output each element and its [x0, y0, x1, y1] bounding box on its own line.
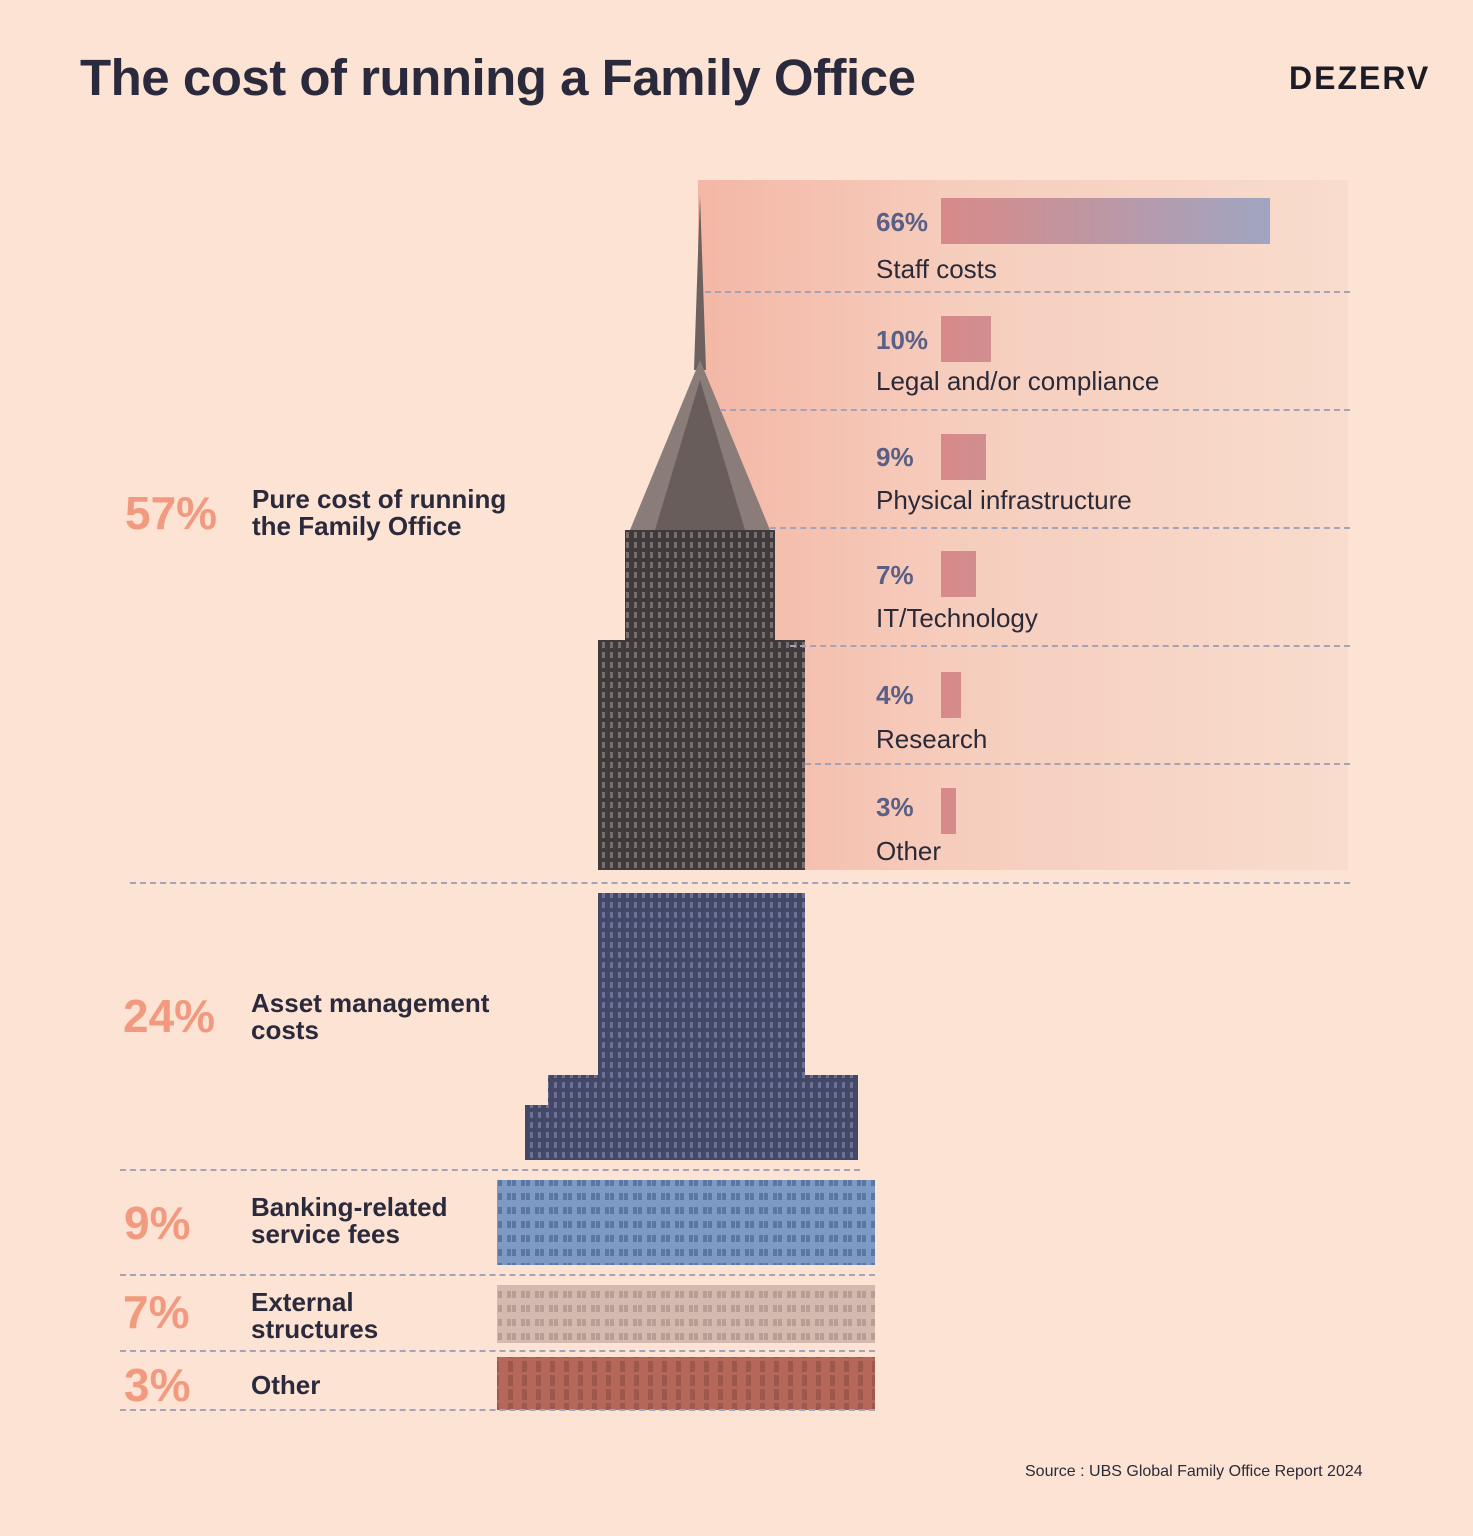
row-physical-infrastructure: 9% Physical infrastructure — [698, 416, 1350, 534]
main-value-label: 7% — [123, 1286, 190, 1338]
main-category-label: Asset management costs — [251, 990, 489, 1044]
label-line: costs — [251, 1015, 319, 1045]
divider — [720, 409, 1350, 411]
row-it-technology: 7% IT/Technology — [698, 534, 1350, 652]
label-line: structures — [251, 1314, 379, 1344]
label-line: the Family Office — [252, 511, 462, 541]
divider — [120, 1169, 860, 1171]
label-line: Other — [251, 1370, 321, 1400]
category-label: Legal and/or compliance — [876, 366, 1160, 396]
main-value-label: 9% — [124, 1197, 191, 1249]
spire-icon — [630, 195, 770, 530]
bar-value-label: 3% — [876, 792, 914, 822]
label-line: Banking-related — [251, 1192, 448, 1222]
label-line: Asset management — [251, 988, 490, 1018]
bar-value-label: 10% — [876, 325, 929, 355]
main-category-label: Pure cost of running the Family Office — [252, 486, 506, 540]
label-line: External — [251, 1287, 354, 1317]
category-label: Physical infrastructure — [876, 485, 1132, 515]
main-value-label: 57% — [125, 487, 218, 539]
row-staff-costs: 66% Staff costs — [698, 180, 1350, 298]
row-research: 4% Research — [698, 652, 1350, 770]
source-note: Source : UBS Global Family Office Report… — [1025, 1463, 1363, 1480]
main-category-label: External structures — [251, 1289, 378, 1343]
main-value-label: 24% — [123, 990, 216, 1042]
row-legal-compliance: 10% Legal and/or compliance — [698, 298, 1350, 416]
pure-cost-breakdown-panel — [698, 180, 1348, 870]
dezerv-logo: DEZERV — [1289, 60, 1431, 96]
bar-it-technology — [941, 551, 976, 597]
bar-physical-infrastructure — [941, 434, 986, 480]
category-label: IT/Technology — [876, 603, 1038, 633]
bar-other — [941, 788, 956, 834]
label-line: Pure cost of running — [252, 484, 507, 514]
bar-value-label: 4% — [876, 680, 914, 710]
category-label: Other — [876, 836, 942, 866]
category-label: Staff costs — [876, 254, 997, 284]
bar-staff-costs — [941, 198, 1270, 244]
divider — [790, 645, 1350, 647]
label-line: service fees — [251, 1219, 400, 1249]
main-category-label: Banking-related service fees — [251, 1194, 448, 1248]
divider — [120, 1409, 875, 1411]
main-value-label: 3% — [124, 1359, 191, 1411]
row-other: 3% Other — [698, 770, 1350, 888]
divider — [770, 527, 1350, 529]
bar-value-label: 66% — [876, 207, 929, 237]
divider — [120, 1274, 875, 1276]
divider — [705, 291, 1350, 293]
bar-legal-compliance — [941, 316, 991, 362]
chart-title: The cost of running a Family Office — [80, 49, 916, 106]
bar-value-label: 7% — [876, 560, 914, 590]
bar-value-label: 9% — [876, 442, 914, 472]
main-category-label: Other — [251, 1372, 320, 1399]
divider — [805, 763, 1350, 765]
pure-cost-rows: 66% Staff costs 10% Legal and/or complia… — [698, 180, 1350, 880]
bar-research — [941, 672, 961, 718]
category-label: Research — [876, 724, 988, 754]
divider — [120, 1350, 875, 1352]
divider — [130, 882, 1350, 884]
